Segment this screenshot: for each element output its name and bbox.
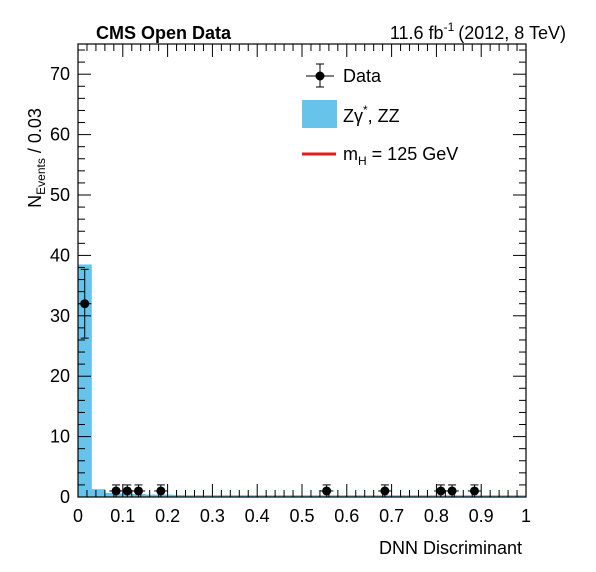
background-bar <box>333 495 348 497</box>
background-bar <box>279 495 294 497</box>
background-bar <box>104 492 119 497</box>
background-bar <box>387 495 401 497</box>
data-point-marker <box>469 486 479 496</box>
luminosity-label: 11.6 fb-1 (2012, 8 TeV) <box>390 20 566 43</box>
legend-background-main: Zγ <box>343 106 363 126</box>
y-tick-label: 40 <box>50 245 70 265</box>
y-tick-label: 10 <box>50 427 70 447</box>
data-points <box>78 268 482 498</box>
x-tick-label: 0.5 <box>289 506 314 526</box>
data-point-marker <box>111 486 121 496</box>
legend-signal-label: mH = 125 GeV <box>343 144 458 168</box>
y-axis-title-tail: / 0.03 <box>25 108 45 158</box>
background-bar <box>400 495 415 497</box>
background-bar <box>212 495 227 497</box>
background-bar <box>145 494 160 497</box>
background-bar <box>360 495 375 497</box>
run-conditions: (2012, 8 TeV) <box>458 23 566 43</box>
x-tick-label: 0.1 <box>110 506 135 526</box>
data-point <box>434 484 448 498</box>
legend-background-tail: , ZZ <box>368 106 400 126</box>
background-histogram <box>78 264 527 497</box>
legend-signal-main: m <box>343 144 358 164</box>
x-tick-label: 0.4 <box>245 506 270 526</box>
legend-data-marker <box>315 71 325 81</box>
background-bar <box>158 494 173 497</box>
background-bar <box>414 495 428 497</box>
y-axis-title-main: N <box>25 195 45 208</box>
x-tick-label: 0.2 <box>155 506 180 526</box>
background-bar <box>440 495 455 497</box>
background-bar <box>172 494 186 497</box>
background-bar <box>508 495 522 497</box>
x-tick-label: 0.8 <box>424 506 449 526</box>
background-bar <box>225 495 240 497</box>
background-bar <box>91 489 106 497</box>
x-tick-label: 0.3 <box>200 506 225 526</box>
background-bar <box>239 495 254 497</box>
x-tick-label: 0.9 <box>469 506 494 526</box>
data-point-marker <box>436 486 446 496</box>
data-point-marker <box>380 486 390 496</box>
data-point-marker <box>322 486 332 496</box>
legend-signal-tail: = 125 GeV <box>367 144 459 164</box>
legend-item-data: Data <box>306 63 382 88</box>
background-bar <box>185 495 200 497</box>
background-bar <box>78 264 92 497</box>
y-tick-labels: 0 10 20 30 40 50 60 70 <box>50 64 70 507</box>
data-point-marker <box>122 486 132 496</box>
y-tick-label: 0 <box>60 487 70 507</box>
background-bar <box>427 495 442 497</box>
x-tick-label: 0.6 <box>334 506 359 526</box>
y-tick-label: 60 <box>50 125 70 145</box>
x-tick-label: 0.7 <box>379 506 404 526</box>
legend-background-label: Zγ*, ZZ <box>343 103 400 126</box>
data-point-marker <box>447 486 457 496</box>
background-bar <box>494 495 509 497</box>
legend-signal-sub: H <box>358 154 367 168</box>
background-bar <box>373 495 388 497</box>
background-bar <box>481 495 496 497</box>
x-tick-labels: 0 0.1 0.2 0.3 0.4 0.5 0.6 0.7 0.8 0.9 1 <box>73 506 531 526</box>
x-tick-label: 1 <box>521 506 531 526</box>
legend: Data Zγ*, ZZ mH = 125 GeV <box>302 63 458 168</box>
chart-header: CMS Open Data 11.6 fb-1 (2012, 8 TeV) <box>96 20 566 43</box>
luminosity-exponent: -1 <box>444 20 455 34</box>
legend-data-label: Data <box>343 66 382 86</box>
luminosity-value: 11.6 fb <box>390 23 444 43</box>
legend-item-signal: mH = 125 GeV <box>302 144 458 168</box>
y-tick-label: 50 <box>50 185 70 205</box>
y-axis-title-sub: Events <box>34 158 48 195</box>
y-tick-label: 70 <box>50 64 70 84</box>
background-bar <box>198 495 213 497</box>
legend-background-swatch <box>302 100 337 128</box>
y-axis-title: NEvents / 0.03 <box>25 108 48 208</box>
data-point-marker <box>133 486 143 496</box>
background-bar <box>306 495 321 497</box>
background-bar <box>293 495 307 497</box>
experiment-label: CMS Open Data <box>96 23 232 43</box>
x-axis-title: DNN Discriminant <box>379 538 522 558</box>
background-bar <box>118 493 133 497</box>
y-tick-label: 30 <box>50 306 70 326</box>
background-bar <box>454 495 469 497</box>
legend-item-background: Zγ*, ZZ <box>302 100 400 128</box>
axis-ticks <box>77 44 527 498</box>
y-tick-label: 20 <box>50 366 70 386</box>
legend-background-sup: * <box>363 103 368 117</box>
data-point-marker <box>156 486 166 496</box>
background-bar <box>346 495 361 497</box>
background-bar <box>521 495 527 497</box>
background-bar <box>266 495 280 497</box>
x-tick-label: 0 <box>73 506 83 526</box>
background-bar <box>252 495 267 497</box>
